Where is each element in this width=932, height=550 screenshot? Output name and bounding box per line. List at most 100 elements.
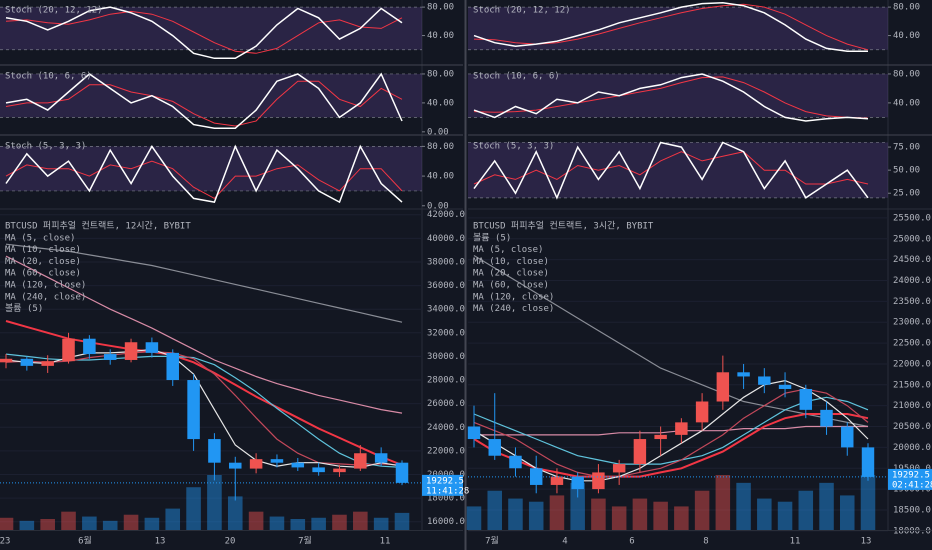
- legend-entry: MA (10, close): [5, 245, 81, 255]
- y-tick-label: 0.00: [427, 201, 449, 211]
- candle-body: [229, 462, 242, 469]
- stoch-band: [468, 142, 888, 198]
- volume-bar: [102, 520, 118, 530]
- volume-bar: [332, 514, 347, 530]
- y-tick-label: 22000.0: [893, 359, 931, 369]
- y-tick-label: 40000.0: [427, 234, 465, 244]
- volume-bar: [819, 482, 834, 530]
- volume-bar: [508, 498, 523, 530]
- y-tick-label: 22000.0: [427, 446, 465, 456]
- candle-body: [0, 358, 13, 363]
- stoch-k-line: [473, 73, 869, 122]
- volume-bar: [840, 495, 855, 530]
- volume-bar: [570, 482, 585, 530]
- legend-entry: MA (120, close): [5, 281, 86, 291]
- y-tick-label: 18000.0: [427, 494, 465, 504]
- stoch-label: Stoch (20, 12, 12): [5, 6, 103, 16]
- legend-entry: BTCUSD 퍼피추얼 컨트랙트, 12시간, BYBIT: [5, 221, 191, 232]
- stoch-band: [468, 7, 888, 50]
- volume-bar: [715, 475, 731, 530]
- y-tick-label: 25000.0: [893, 234, 931, 244]
- legend-entry: 볼륨 (5): [473, 232, 511, 243]
- candle-body: [208, 439, 221, 463]
- y-tick-label: 34000.0: [427, 305, 465, 315]
- candle-body: [799, 388, 813, 410]
- candle-body: [124, 342, 138, 360]
- candle-body: [83, 338, 96, 355]
- y-tick-label: 19500.0: [893, 464, 931, 474]
- candle-body: [550, 476, 564, 485]
- y-tick-label: 24500.0: [893, 255, 931, 265]
- candle-body: [467, 426, 481, 440]
- candle-body: [778, 384, 792, 389]
- y-tick-label: 23500.0: [893, 297, 931, 307]
- y-tick-label: 20500.0: [893, 422, 931, 432]
- y-tick-label: 40.00: [893, 98, 920, 108]
- x-tick-label: 11: [380, 537, 391, 547]
- candle-body: [291, 462, 305, 468]
- moving-average: [474, 425, 868, 436]
- volume-bar: [207, 475, 222, 530]
- legend-entry: MA (240, close): [473, 304, 554, 314]
- candle-body: [20, 358, 34, 366]
- stoch-d-line: [473, 76, 869, 119]
- candle-body: [187, 380, 200, 440]
- moving-average: [5, 243, 403, 323]
- stoch-label: Stoch (5, 3, 3): [473, 142, 554, 152]
- volume-bar: [373, 517, 389, 530]
- y-tick-label: 22500.0: [893, 339, 931, 349]
- volume-bar: [394, 512, 410, 530]
- candle-body: [758, 376, 771, 385]
- candle-body: [395, 462, 409, 483]
- candle-body: [675, 422, 688, 435]
- stoch-d-line: [5, 10, 403, 54]
- stoch-k-line: [5, 6, 403, 60]
- candle-body: [841, 426, 854, 448]
- candle-body: [633, 439, 647, 465]
- y-tick-label: 40.00: [893, 31, 920, 41]
- volume-bar: [549, 495, 565, 530]
- stoch-d-line: [5, 80, 403, 127]
- volume-bar: [653, 501, 668, 530]
- candle-body: [509, 455, 522, 469]
- volume-bar: [269, 516, 285, 530]
- y-tick-label: 80.00: [427, 69, 454, 79]
- y-tick-label: 20000.0: [893, 443, 931, 453]
- volume-bar: [528, 501, 544, 530]
- x-tick-label: 7월: [485, 535, 499, 547]
- candle-body: [354, 453, 367, 469]
- candle-body: [571, 476, 584, 490]
- candle-body: [41, 361, 54, 366]
- y-tick-label: 18500.0: [893, 505, 931, 515]
- stoch-k-line: [5, 144, 403, 204]
- volume-bar: [694, 490, 710, 530]
- volume-bar: [860, 475, 876, 530]
- price-tag: [888, 468, 932, 490]
- volume-bar: [777, 501, 793, 530]
- candle-body: [716, 372, 730, 402]
- volume-bar: [186, 487, 201, 530]
- volume-bar: [466, 506, 482, 530]
- stoch-d-line: [5, 160, 403, 200]
- y-tick-label: 36000.0: [427, 281, 465, 291]
- candle-body: [166, 352, 179, 381]
- legend-entry: 볼륨 (5): [5, 303, 43, 314]
- y-tick-label: 50.00: [893, 166, 920, 176]
- volume-bar: [123, 514, 139, 530]
- countdown-label: 02:41:28: [892, 480, 932, 490]
- y-tick-label: 24000.0: [427, 423, 465, 433]
- candle-body: [612, 464, 626, 473]
- price-tag: [422, 474, 463, 496]
- x-tick-label: 8: [703, 537, 708, 547]
- y-tick-label: 30000.0: [427, 352, 465, 362]
- x-tick-label: 4: [562, 537, 567, 547]
- volume-bar: [632, 498, 648, 530]
- candle-body: [820, 409, 833, 427]
- volume-bar: [144, 517, 160, 530]
- legend-entry: MA (5, close): [473, 245, 543, 255]
- y-tick-label: 0.00: [427, 127, 449, 137]
- x-tick-label: 13: [155, 537, 166, 547]
- x-tick-label: 11: [790, 537, 801, 547]
- y-tick-label: 40.00: [427, 31, 454, 41]
- volume-bar: [82, 516, 97, 530]
